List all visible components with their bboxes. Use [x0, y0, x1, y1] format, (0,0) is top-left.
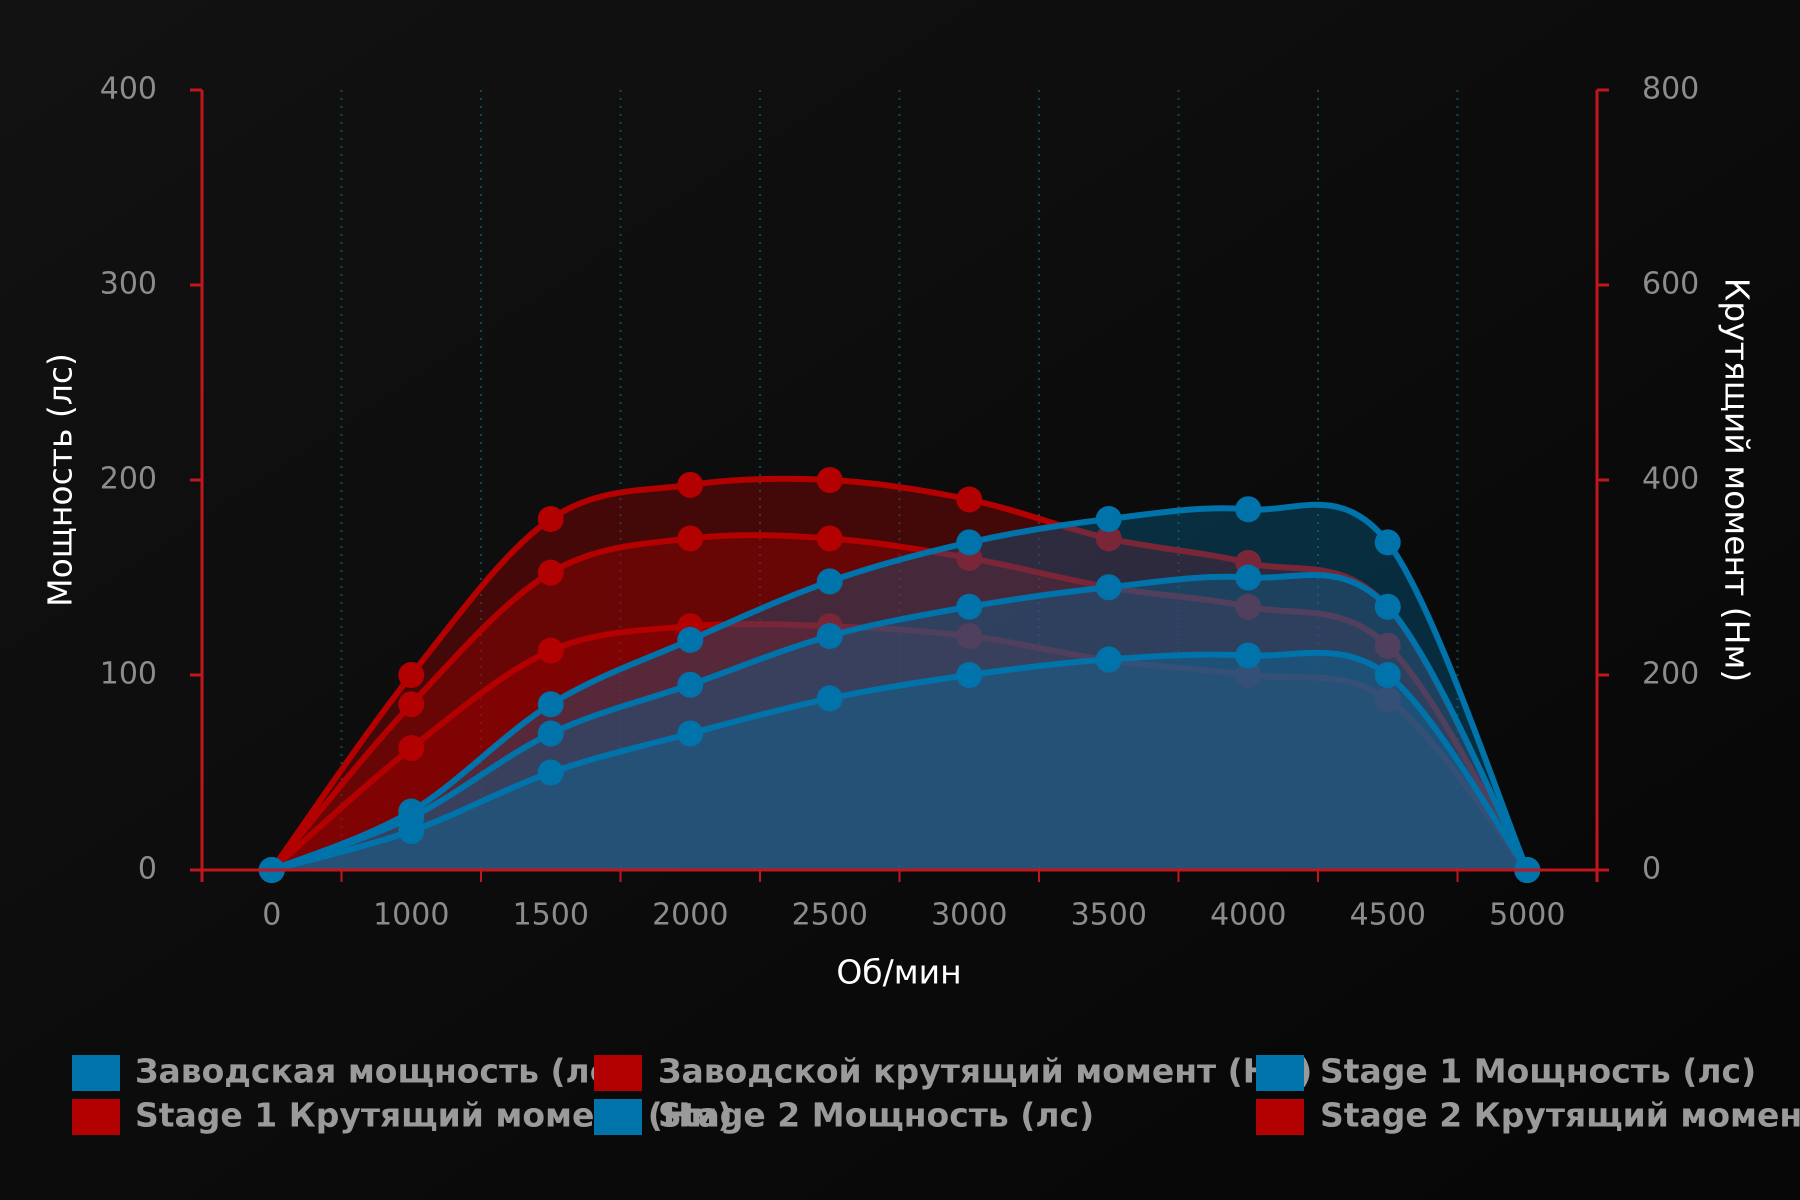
point	[398, 691, 425, 718]
area	[271, 652, 1528, 870]
point	[1235, 593, 1262, 620]
point	[1374, 632, 1401, 659]
point	[537, 559, 564, 586]
y-axis-title: Мощность (лс)	[41, 353, 80, 607]
y-tick-label: 0	[138, 852, 157, 887]
line	[270, 571, 1530, 873]
point	[816, 623, 843, 649]
legend-label: Заводская мощность (лс)	[135, 1052, 624, 1091]
point	[1374, 529, 1401, 556]
line	[269, 621, 1530, 873]
point	[677, 671, 704, 698]
point	[398, 818, 425, 844]
plot	[258, 467, 1541, 883]
legend: Заводская мощность (лс) Заводской крутящи…	[72, 1052, 1800, 1135]
line	[270, 649, 1530, 873]
y2-tick-label: 800	[1642, 72, 1699, 107]
point	[537, 720, 564, 747]
point	[1374, 686, 1401, 713]
point	[1374, 662, 1401, 688]
y-tick-label: 100	[100, 657, 157, 692]
point	[1235, 642, 1262, 669]
point	[816, 568, 843, 595]
point	[1235, 564, 1262, 591]
x-tick-label: 4500	[1350, 898, 1426, 933]
point	[537, 506, 564, 532]
point	[956, 529, 983, 556]
point	[537, 759, 564, 786]
point	[956, 593, 983, 620]
area	[271, 574, 1528, 870]
legend-label: Заводской крутящий момент (Нм)	[658, 1052, 1312, 1091]
y2-axis-title: Крутящий момент (Нм)	[1718, 278, 1757, 682]
y-tick-label: 400	[100, 72, 157, 107]
legend-swatch	[72, 1099, 120, 1135]
legend-label: Stage 2 Крутящий момент (Нм)	[1320, 1096, 1800, 1135]
point	[677, 626, 704, 653]
line	[270, 501, 1531, 873]
point	[1374, 593, 1401, 620]
y2-tick-label: 600	[1642, 267, 1699, 302]
point	[816, 685, 843, 712]
point	[816, 467, 843, 493]
point	[677, 525, 704, 552]
legend-swatch	[594, 1099, 642, 1135]
legend-swatch	[1256, 1055, 1304, 1091]
x-tick-label: 3500	[1071, 898, 1147, 933]
legend-label: Stage 2 Мощность (лс)	[658, 1096, 1094, 1135]
y2-tick-label: 200	[1642, 657, 1699, 692]
x-tick-label: 3000	[931, 898, 1007, 933]
legend-swatch	[1256, 1099, 1304, 1135]
legend-label: Stage 1 Крутящий момент (Нм)	[135, 1096, 733, 1135]
point	[1095, 646, 1122, 673]
point	[677, 471, 704, 498]
y2-tick-label: 0	[1642, 852, 1661, 887]
point	[677, 720, 704, 747]
y-tick-label: 300	[100, 267, 157, 302]
point	[1235, 662, 1262, 688]
legend-label: Stage 1 Мощность (лс)	[1320, 1052, 1756, 1091]
point	[1095, 506, 1122, 532]
x-tick-label: 4000	[1210, 898, 1286, 933]
point	[956, 662, 983, 688]
point	[816, 525, 843, 552]
line	[269, 532, 1530, 872]
point	[537, 637, 564, 664]
point	[1235, 496, 1262, 523]
y-tick-label: 200	[100, 462, 157, 497]
point	[398, 662, 425, 688]
x-tick-label: 1500	[513, 898, 589, 933]
x-axis-title: Об/мин	[836, 953, 961, 992]
y2-tick-label: 400	[1642, 462, 1699, 497]
x-tick-label: 1000	[373, 898, 449, 933]
x-tick-label: 2500	[792, 898, 868, 933]
point	[1095, 525, 1122, 552]
point	[1095, 574, 1122, 601]
point	[956, 486, 983, 513]
x-tick-label: 0	[262, 898, 281, 933]
point	[956, 623, 983, 649]
legend-swatch	[72, 1055, 120, 1091]
area	[271, 535, 1528, 870]
x-tick-label: 2000	[652, 898, 728, 933]
x-tick-label: 5000	[1489, 898, 1565, 933]
legend-swatch	[594, 1055, 642, 1091]
point	[398, 735, 425, 762]
point	[537, 691, 564, 718]
